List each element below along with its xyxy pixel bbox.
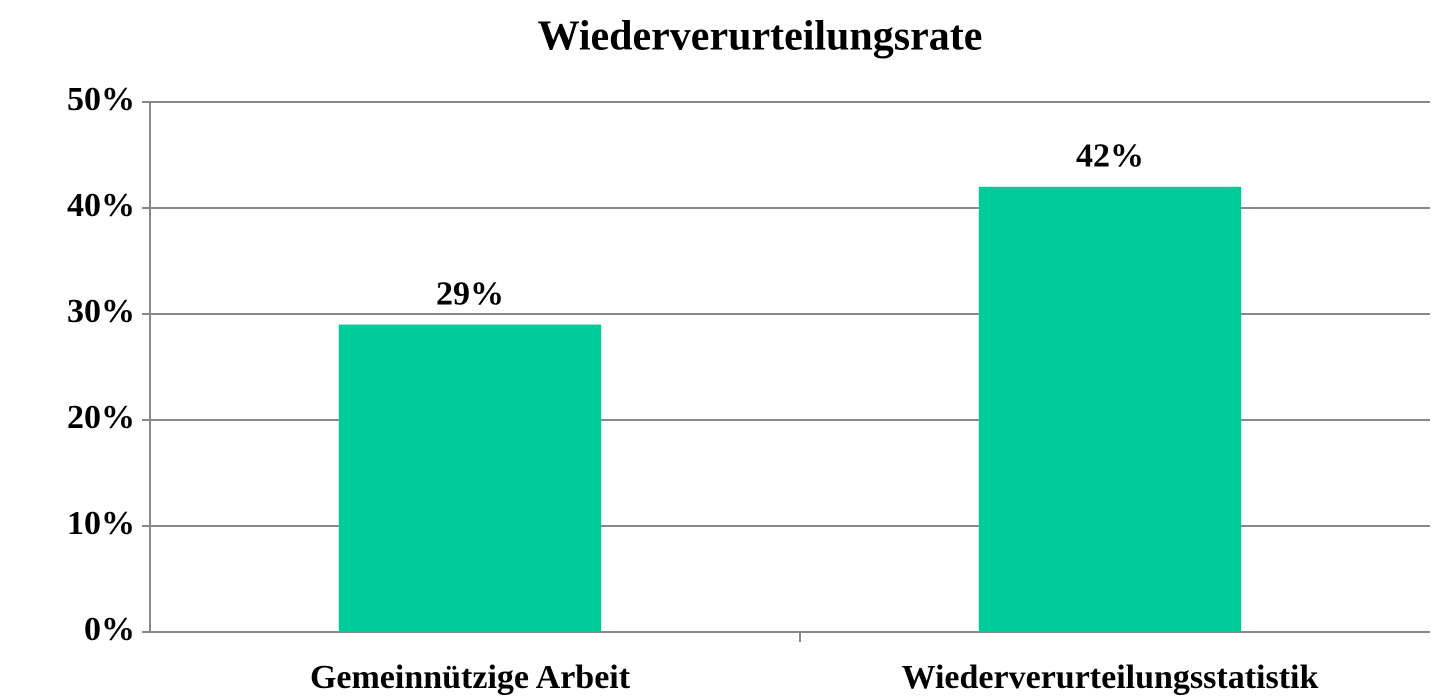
y-tick-label: 0%: [84, 611, 135, 648]
data-label: 42%: [1076, 138, 1144, 175]
bar: [978, 186, 1242, 633]
y-tick-label: 40%: [67, 187, 135, 224]
y-tick-label: 50%: [67, 81, 135, 118]
chart-title: Wiederverurteilungsrate: [538, 14, 983, 60]
x-tick-label: Gemeinnützige Arbeit: [310, 659, 631, 696]
y-tick-label: 10%: [67, 505, 135, 542]
y-tick-label: 30%: [67, 293, 135, 330]
data-label: 29%: [436, 275, 504, 312]
x-tick-label: Wiederverurteilungsstatistik: [902, 659, 1319, 696]
bar: [338, 324, 602, 632]
y-tick-label: 20%: [67, 399, 135, 436]
